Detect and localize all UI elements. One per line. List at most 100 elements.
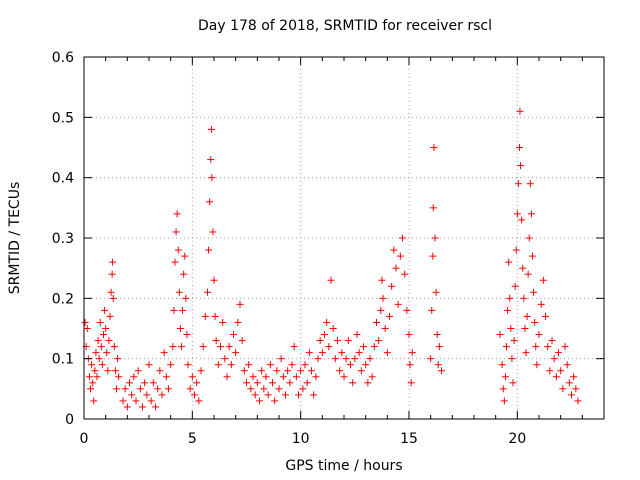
data-point: [318, 349, 326, 357]
x-tick-label: 0: [80, 431, 89, 447]
data-point: [154, 385, 162, 393]
data-point: [209, 228, 217, 236]
data-point: [126, 379, 133, 387]
data-point: [432, 288, 440, 296]
data-point: [103, 349, 111, 357]
data-point: [503, 343, 510, 351]
y-tick-label: 0.6: [52, 50, 74, 66]
data-point: [205, 246, 213, 254]
data-point: [429, 204, 437, 212]
data-point: [427, 355, 435, 363]
data-point: [282, 391, 289, 399]
data-point: [314, 355, 322, 363]
data-point: [321, 331, 328, 339]
data-point: [572, 385, 580, 393]
data-point: [532, 343, 540, 351]
data-point: [160, 349, 168, 357]
data-point: [305, 349, 313, 357]
data-point: [386, 312, 393, 320]
data-point: [256, 397, 263, 405]
data-point: [92, 349, 100, 357]
data-point: [207, 156, 215, 164]
data-point: [542, 312, 549, 320]
data-point: [327, 276, 335, 284]
data-point: [353, 331, 361, 339]
data-point: [105, 337, 113, 345]
data-point: [245, 361, 253, 369]
data-point: [98, 361, 106, 369]
data-point: [286, 379, 294, 387]
data-point: [336, 367, 344, 375]
data-point: [89, 379, 97, 387]
data-point: [97, 343, 105, 351]
data-point: [93, 373, 101, 381]
data-point: [399, 234, 406, 242]
data-point: [172, 228, 180, 236]
data-point: [403, 306, 411, 314]
data-point: [561, 343, 569, 351]
data-point: [106, 312, 114, 320]
data-point: [435, 343, 443, 351]
data-point: [102, 325, 110, 332]
data-point: [351, 355, 359, 363]
y-tick-label: 0.1: [52, 352, 74, 368]
data-point: [383, 349, 391, 357]
data-point: [109, 258, 117, 266]
data-point: [430, 144, 438, 151]
data-point: [407, 379, 415, 387]
data-point: [204, 288, 211, 296]
data-point: [527, 210, 535, 218]
data-point: [132, 397, 140, 405]
x-tick-label: 15: [400, 431, 418, 447]
data-point: [368, 373, 376, 381]
data-point: [342, 355, 350, 363]
data-point: [565, 379, 573, 387]
data-point: [552, 373, 560, 381]
data-point: [262, 373, 270, 381]
data-point: [156, 367, 164, 375]
data-point: [355, 349, 363, 357]
data-point: [258, 367, 266, 375]
x-tick-label: 5: [188, 431, 197, 447]
data-point: [108, 270, 116, 278]
data-point: [179, 306, 187, 314]
data-point: [323, 318, 331, 326]
data-point: [83, 325, 91, 332]
data-point: [388, 282, 396, 290]
data-point: [349, 379, 357, 387]
data-point: [183, 331, 191, 339]
data-point: [174, 246, 182, 254]
data-point: [408, 349, 416, 357]
data-point: [338, 349, 346, 357]
data-point: [207, 125, 215, 133]
data-point: [128, 391, 136, 399]
data-point: [201, 312, 209, 320]
data-point: [247, 385, 255, 393]
data-point: [521, 325, 529, 332]
data-point: [181, 252, 189, 260]
data-point: [115, 373, 123, 381]
data-point: [433, 331, 441, 339]
data-point: [251, 391, 259, 399]
data-point: [301, 361, 309, 369]
data-point: [234, 318, 242, 326]
data-point: [81, 318, 89, 326]
data-point: [431, 234, 439, 242]
data-point: [171, 258, 179, 266]
data-point: [548, 337, 556, 345]
data-point: [223, 373, 231, 381]
data-point: [217, 343, 224, 351]
data-point: [501, 373, 509, 381]
data-point: [236, 300, 244, 308]
data-point: [107, 288, 115, 296]
data-point: [325, 343, 333, 351]
data-point: [114, 355, 122, 363]
data-point: [509, 379, 517, 387]
data-point: [208, 174, 216, 182]
data-point: [292, 373, 300, 381]
data-point: [227, 361, 235, 369]
x-axis-label: GPS time / hours: [285, 458, 402, 474]
data-point: [162, 373, 170, 381]
data-point: [121, 385, 129, 393]
